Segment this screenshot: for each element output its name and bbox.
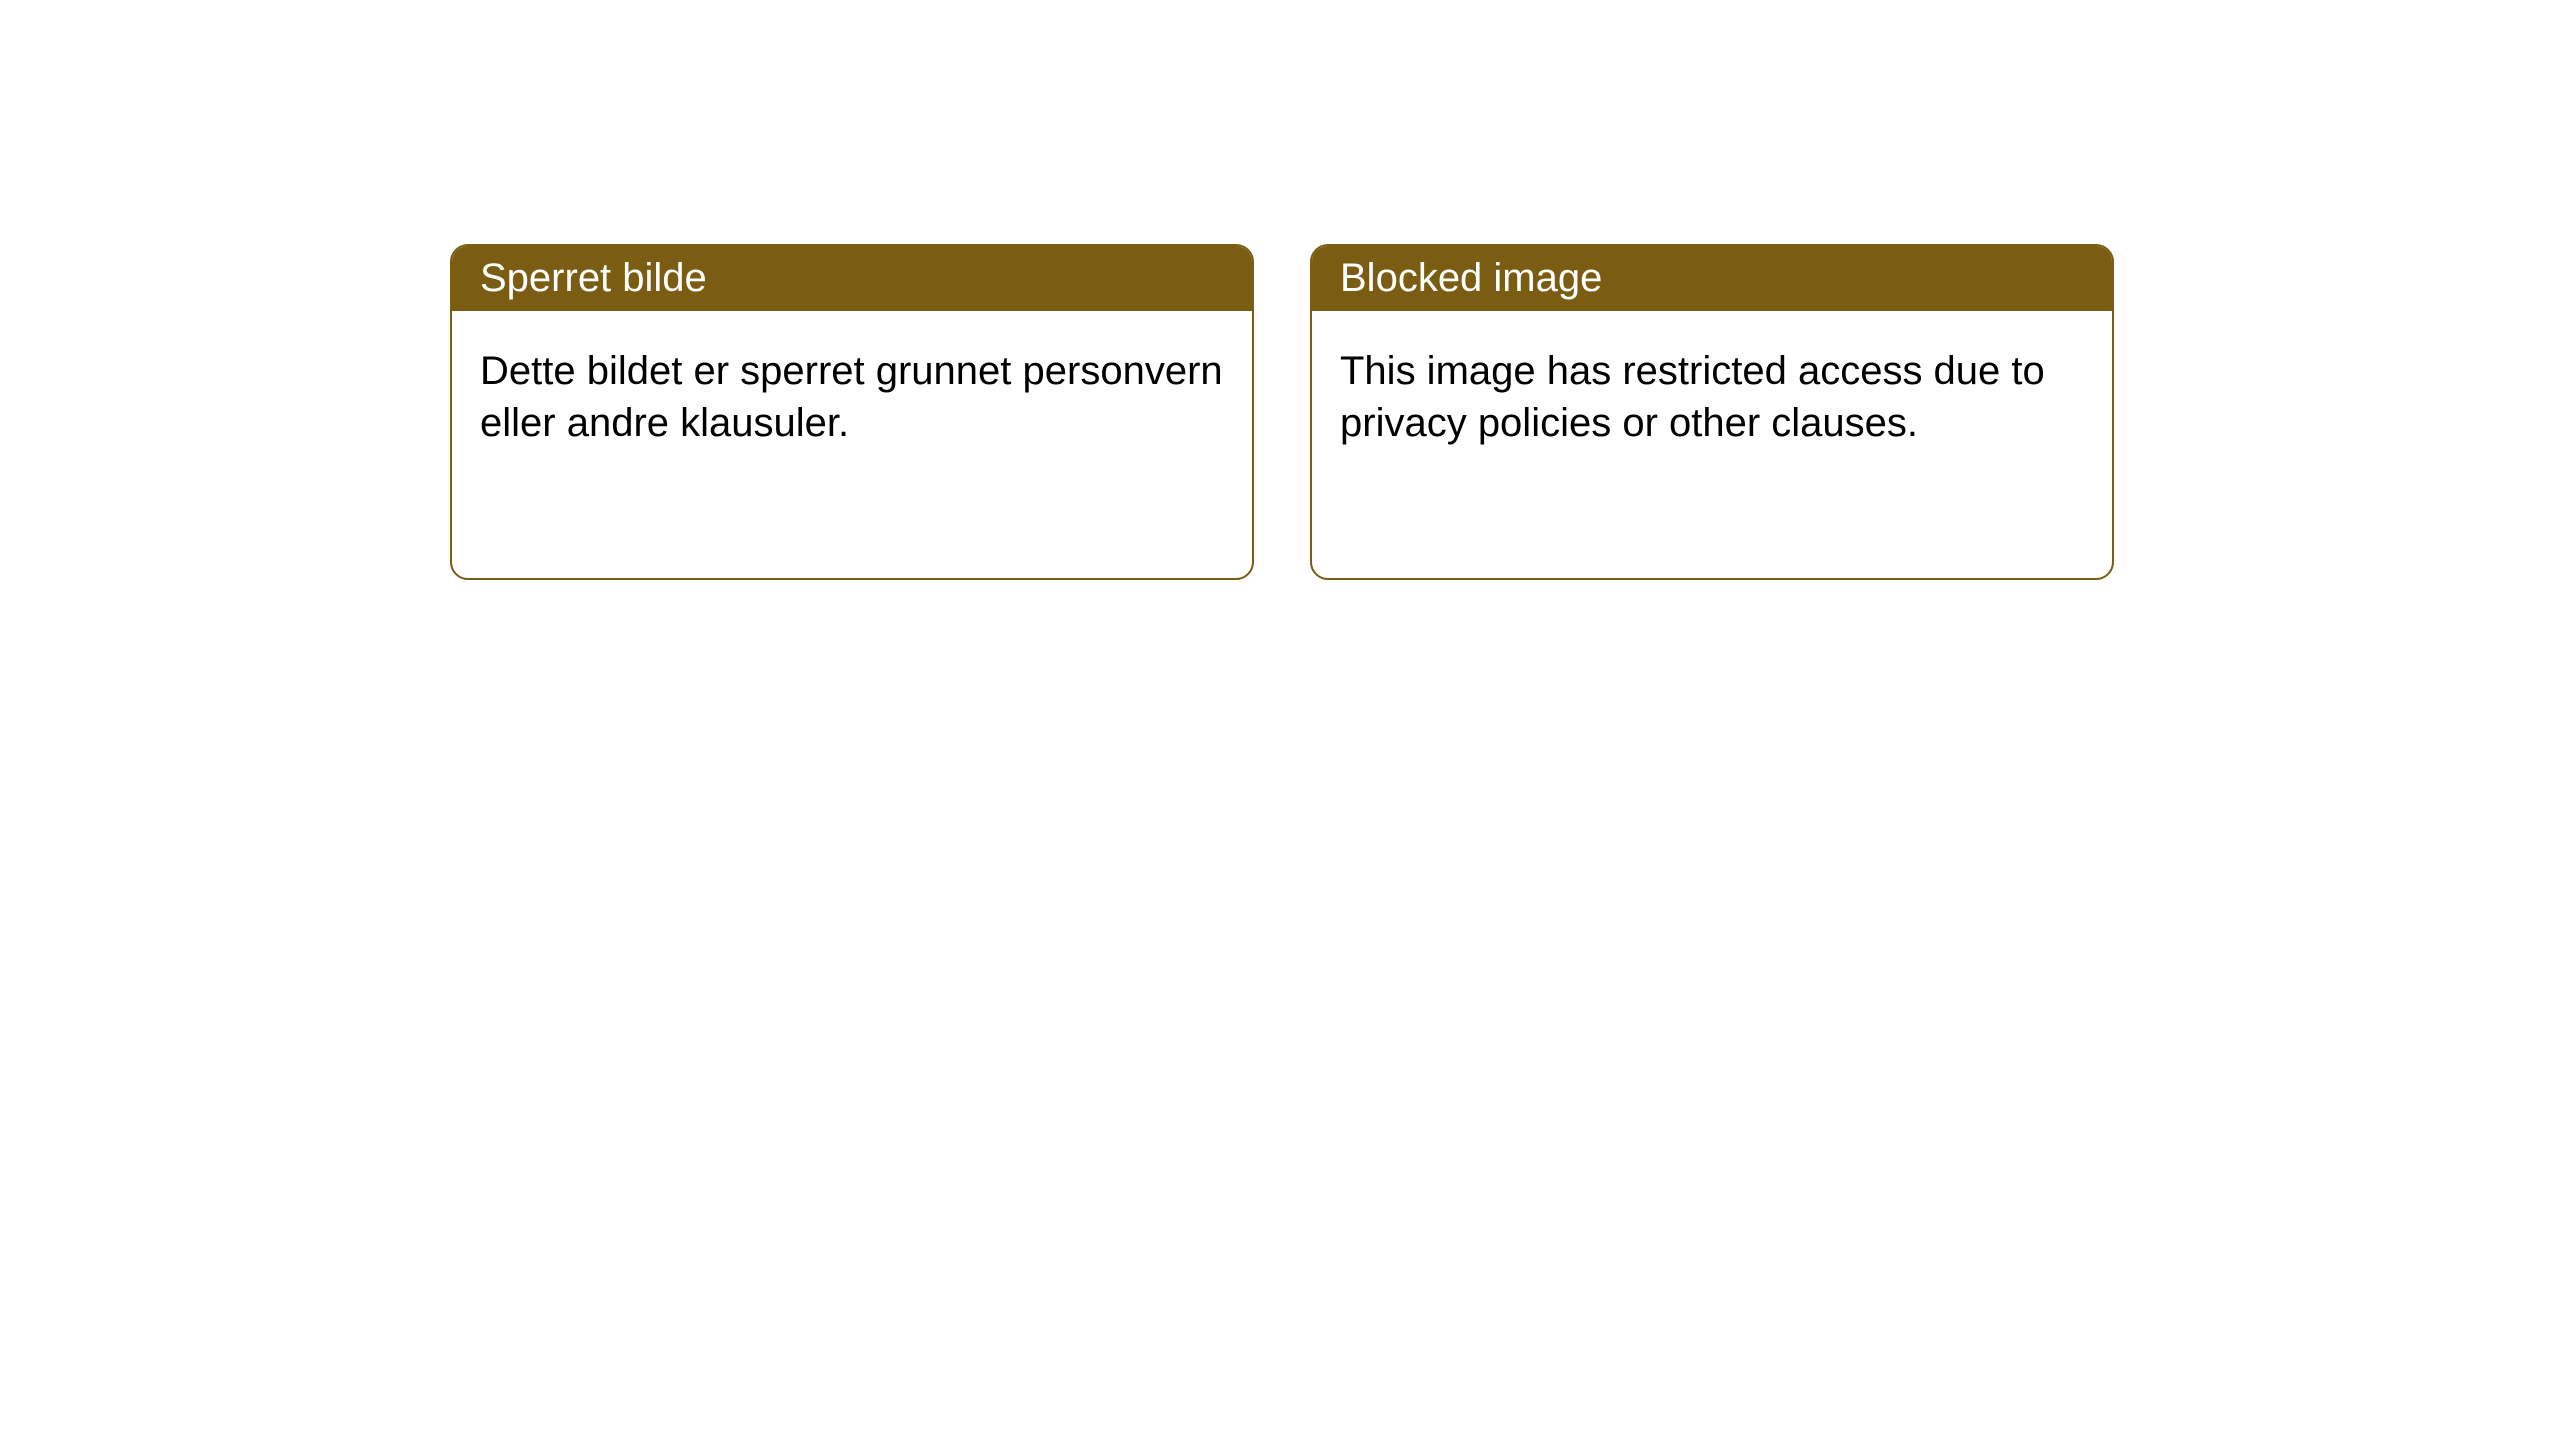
notice-body: This image has restricted access due to … — [1312, 311, 2112, 483]
notice-header: Sperret bilde — [452, 246, 1252, 311]
notice-body: Dette bildet er sperret grunnet personve… — [452, 311, 1252, 483]
notice-header: Blocked image — [1312, 246, 2112, 311]
notice-box-norwegian: Sperret bilde Dette bildet er sperret gr… — [450, 244, 1254, 580]
notice-box-english: Blocked image This image has restricted … — [1310, 244, 2114, 580]
notice-container: Sperret bilde Dette bildet er sperret gr… — [0, 0, 2560, 580]
